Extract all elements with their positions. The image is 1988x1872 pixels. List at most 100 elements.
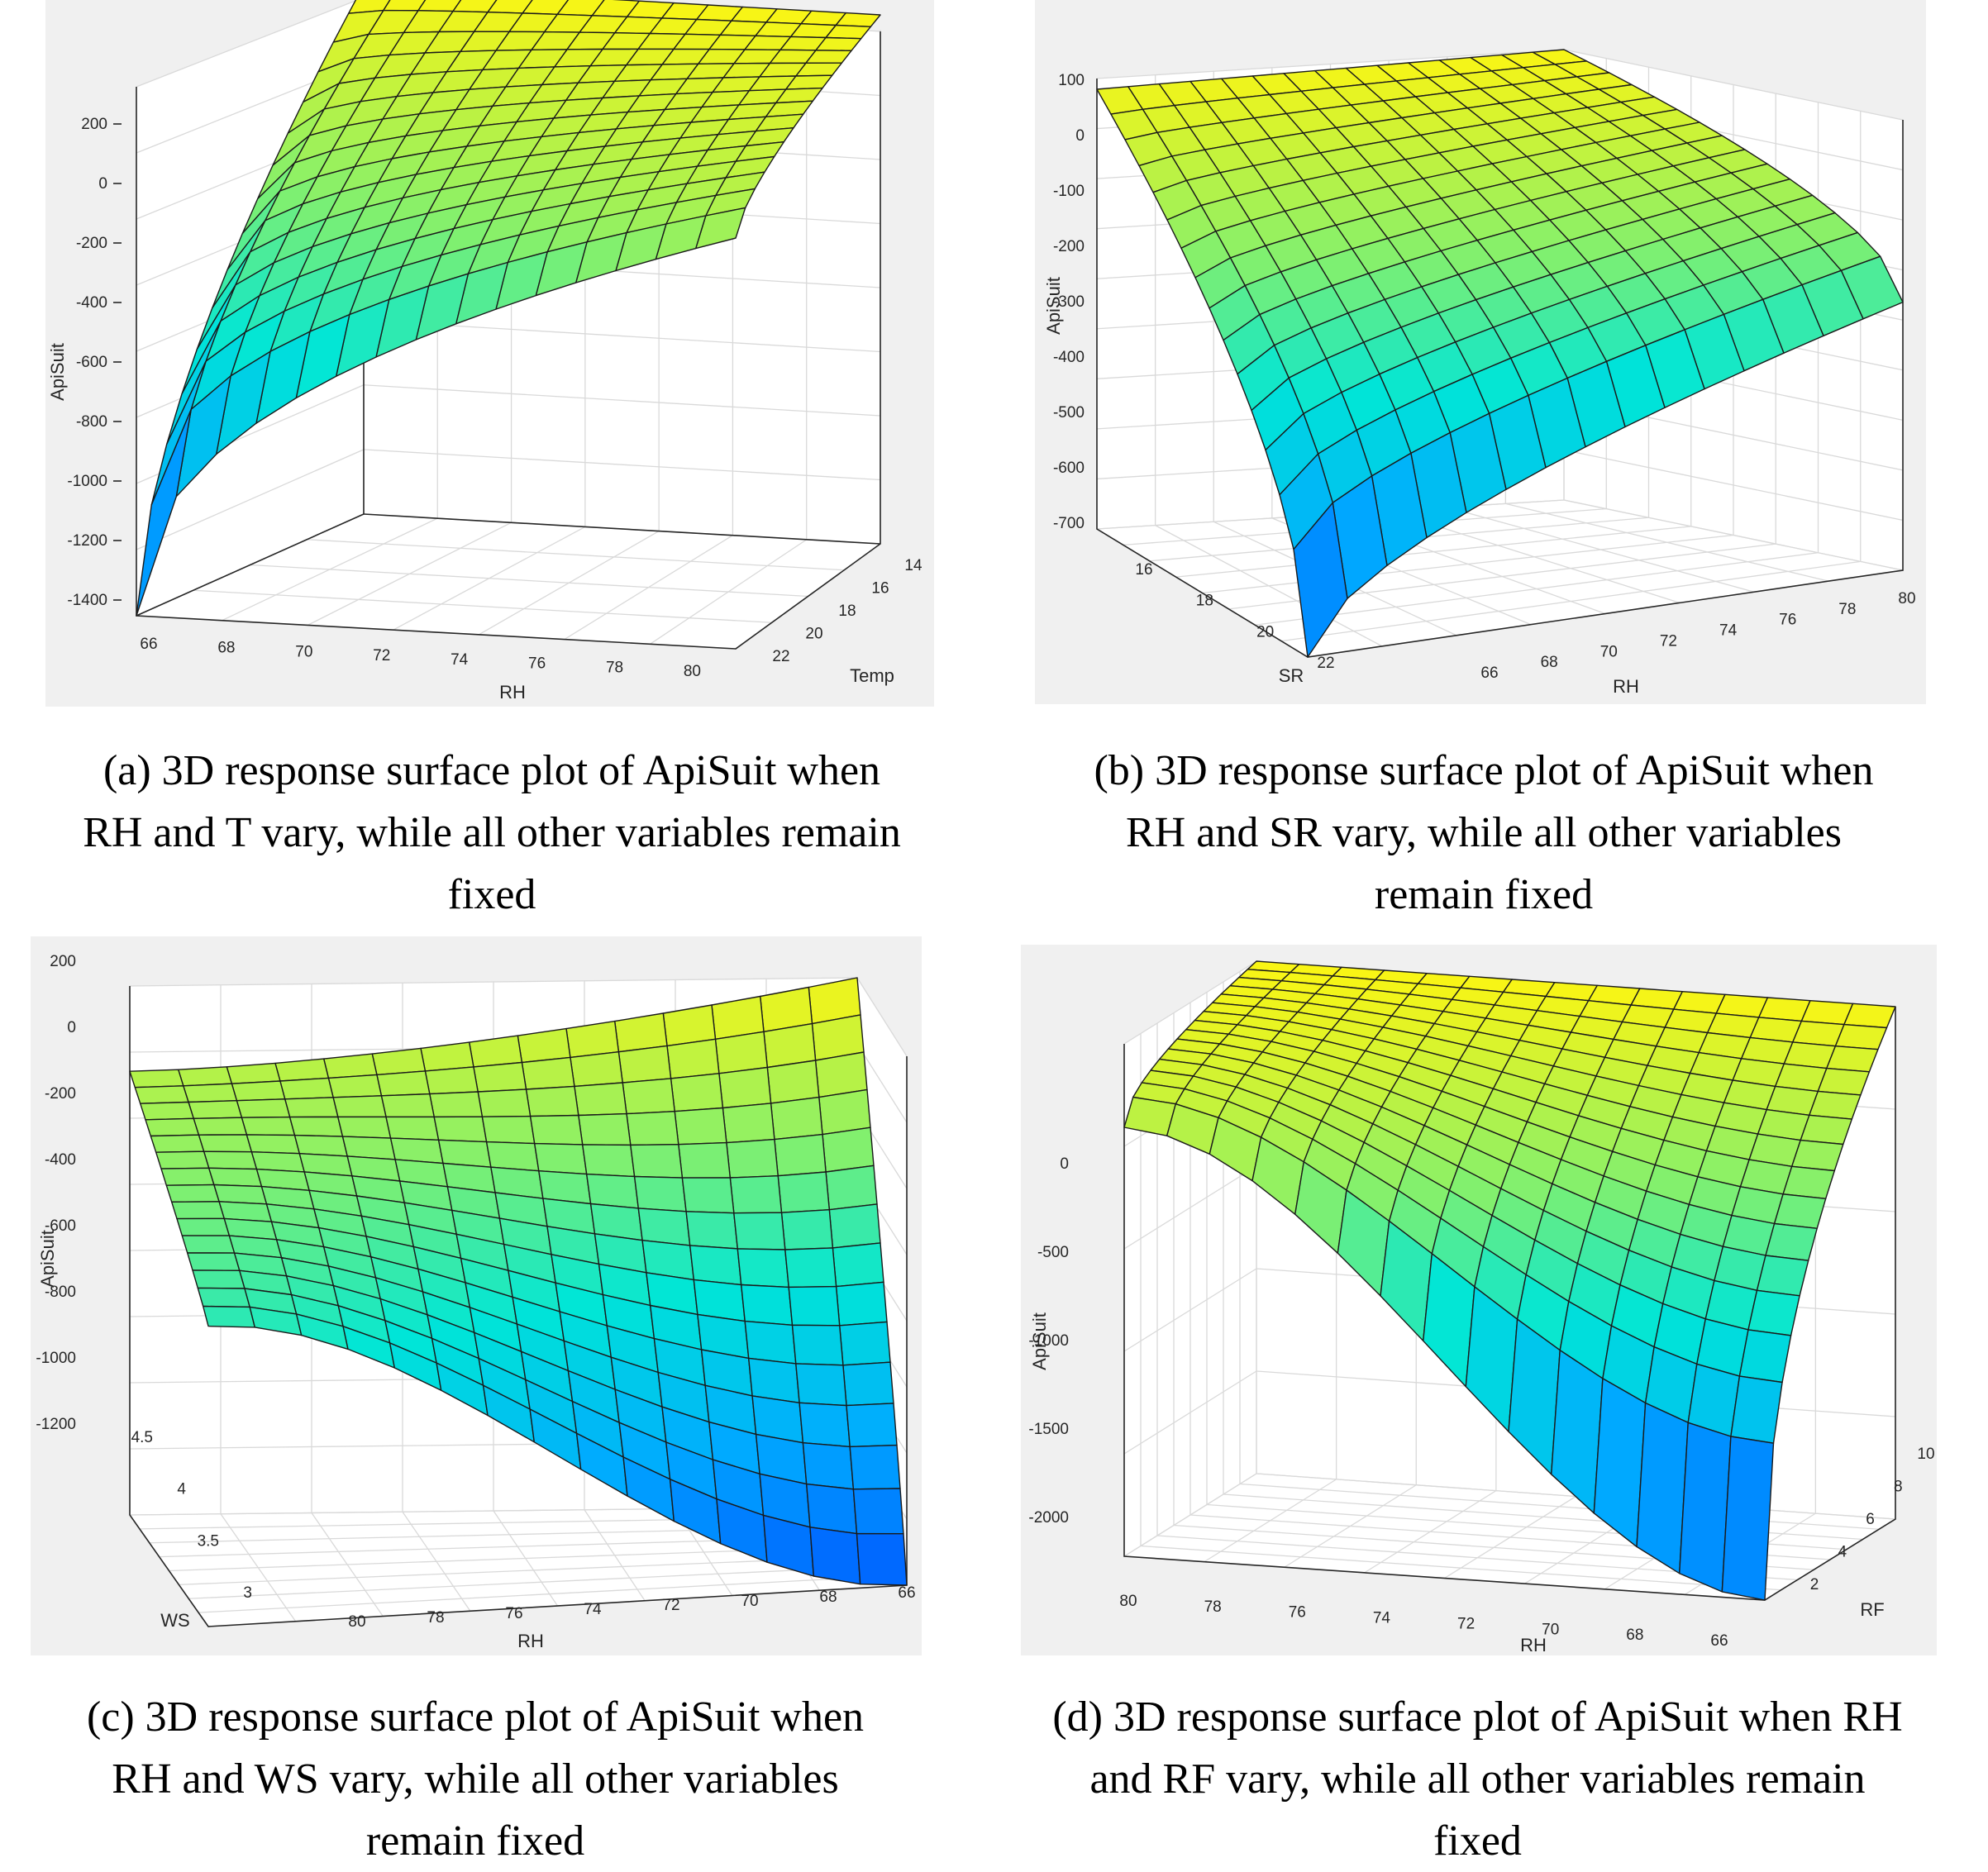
surface-cell-d-14-12: [1826, 1045, 1879, 1073]
surface-cell-c-0-6: [170, 1201, 226, 1220]
surface-cell-c-12-13: [714, 1031, 768, 1074]
surface-cell-c-1-14: [177, 1066, 233, 1087]
surface-cell-c-0-3: [186, 1252, 241, 1271]
surface-cell-c-13-6: [788, 1285, 841, 1327]
surface-cell-c-14-3: [846, 1403, 898, 1448]
x-axis-label-c: RH: [517, 1631, 544, 1651]
x-tick-a-7: 80: [684, 663, 701, 680]
x-tick-c-4: 72: [662, 1597, 679, 1614]
surface-cell-a-0-0: [136, 408, 192, 617]
surface-cell-d-14-10: [1809, 1090, 1862, 1120]
x-tick-a-4: 74: [451, 651, 469, 669]
surface-cell-c-1-12: [188, 1099, 243, 1120]
caption-b: (b) 3D response surface plot of ApiSuit …: [1004, 740, 1963, 926]
y-tick-a-4: 22: [772, 648, 789, 665]
surface-mesh-d: [1123, 960, 1896, 1601]
x-axis-label-d: RH: [1520, 1635, 1547, 1655]
x-tick-a-3: 72: [373, 647, 390, 664]
surface-cell-c-2-12: [236, 1098, 291, 1118]
caption-a-line-3: fixed: [447, 871, 536, 918]
z-tick-a-8: -1400: [67, 592, 107, 609]
z-axis-label-a: ApiSuit: [47, 343, 68, 401]
x-tick-b-6: 78: [1838, 601, 1856, 618]
panel-b: 100 0 -100 -200 -300 -400 -500 -600 -700 66 68 70 72…: [1035, 0, 1926, 704]
x-tick-b-2: 70: [1600, 643, 1618, 660]
x-tick-d-4: 72: [1457, 1615, 1475, 1632]
x-tick-a-1: 68: [217, 640, 235, 657]
surface-cell-c-5-12: [380, 1093, 435, 1118]
surface-plot-a: 200 0 -200 -400 -600 -800 -1000 -1200 -1400 66 68 7…: [47, 0, 922, 703]
surface-cell-c-0-2: [192, 1269, 246, 1289]
surface-cell-c-13-7: [784, 1247, 837, 1288]
surface-cell-c-13-8: [780, 1209, 834, 1250]
surface-cell-c-10-10: [630, 1143, 684, 1179]
z-tick-a-3: -400: [76, 294, 107, 312]
surface-cell-c-14-10: [822, 1127, 875, 1173]
surface-cell-c-1-9: [203, 1150, 258, 1170]
z-tick-c-5: -800: [45, 1284, 76, 1301]
caption-c: (c) 3D response surface plot of ApiSuit …: [0, 1686, 951, 1872]
surface-cell-c-8-12: [525, 1085, 579, 1117]
surface-cell-c-0-0: [202, 1305, 255, 1328]
z-tick-c-0: 200: [50, 953, 76, 970]
surface-mesh-c: [129, 977, 908, 1586]
y-tick-d-3: 4: [1838, 1544, 1847, 1561]
x-axis-label-b: RH: [1613, 676, 1639, 697]
caption-c-line-3: remain fixed: [365, 1817, 585, 1865]
surface-cell-c-5-13: [376, 1070, 431, 1097]
surface-cell-c-0-7: [165, 1184, 220, 1203]
surface-cell-c-12-10: [726, 1138, 779, 1179]
z-tick-b-3: -200: [1053, 238, 1085, 255]
surface-cell-c-4-13: [327, 1074, 383, 1098]
surface-cell-c-0-13: [134, 1085, 189, 1104]
surface-cell-c-14-4: [842, 1361, 894, 1407]
surface-cell-d-14-4: [1756, 1255, 1809, 1297]
surface-cell-c-3-12: [284, 1097, 339, 1118]
y-tick-a-1: 16: [871, 580, 889, 598]
x-tick-d-6: 68: [1626, 1627, 1643, 1644]
surface-cell-d-14-3: [1747, 1289, 1800, 1336]
surface-cell-c-11-8: [685, 1211, 738, 1250]
surface-cell-c-8-13: [521, 1056, 575, 1090]
z-axis-label-d: ApiSuit: [1029, 1312, 1050, 1370]
surface-cell-c-13-1: [806, 1483, 858, 1535]
z-tick-b-6: -500: [1053, 404, 1085, 422]
surface-cell-c-1-10: [198, 1134, 253, 1153]
surface-cell-c-0-1: [197, 1287, 250, 1308]
z-tick-b-7: -600: [1053, 460, 1085, 477]
surface-cell-c-2-11: [241, 1116, 296, 1136]
surface-cell-c-12-6: [741, 1284, 794, 1326]
caption-d: (d) 3D response surface plot of ApiSuit …: [967, 1686, 1988, 1872]
surface-cell-d-14-6: [1773, 1193, 1827, 1229]
surface-cell-c-10-12: [622, 1078, 675, 1115]
surface-cell-c-11-11: [674, 1107, 727, 1146]
surface-cell-b-0-0: [1293, 502, 1348, 658]
surface-cell-d-14-11: [1817, 1067, 1871, 1096]
surface-cell-c-9-12: [574, 1082, 627, 1117]
surface-cell-c-13-3: [799, 1402, 851, 1448]
z-tick-b-8: -700: [1053, 515, 1085, 532]
surface-cell-c-0-14: [129, 1069, 184, 1088]
surface-cell-c-3-13: [279, 1077, 334, 1100]
surface-cell-c-8-11: [529, 1114, 584, 1146]
caption-b-line-2: RH and SR vary, while all other variable…: [1126, 809, 1842, 856]
surface-cell-c-1-13: [183, 1083, 238, 1103]
surface-cell-d-14-14: [1843, 1003, 1896, 1029]
x-axis-label-a: RH: [499, 682, 526, 703]
z-tick-c-1: 0: [67, 1019, 76, 1036]
x-tick-a-2: 70: [295, 643, 312, 660]
surface-cell-c-4-11: [337, 1116, 392, 1139]
surface-cell-c-0-8: [160, 1167, 215, 1186]
y-tick-c-1: 4: [177, 1481, 186, 1498]
y-axis-label-a: Temp: [850, 665, 894, 686]
surface-cell-c-14-8: [828, 1203, 881, 1249]
surface-cell-d-14-0: [1721, 1436, 1775, 1601]
surface-cell-c-14-7: [832, 1242, 884, 1288]
surface-cell-c-14-0: [856, 1532, 908, 1586]
caption-b-line-1: (b) 3D response surface plot of ApiSuit …: [1094, 747, 1874, 794]
caption-a-line-2: RH and T vary, while all other variables…: [83, 809, 901, 856]
z-tick-b-5: -400: [1053, 349, 1085, 366]
x-tick-b-4: 74: [1719, 622, 1738, 640]
surface-plot-b: 100 0 -100 -200 -300 -400 -500 -600 -700 66 68 70 72…: [1043, 49, 1916, 697]
surface-cell-c-5-11: [385, 1116, 440, 1141]
